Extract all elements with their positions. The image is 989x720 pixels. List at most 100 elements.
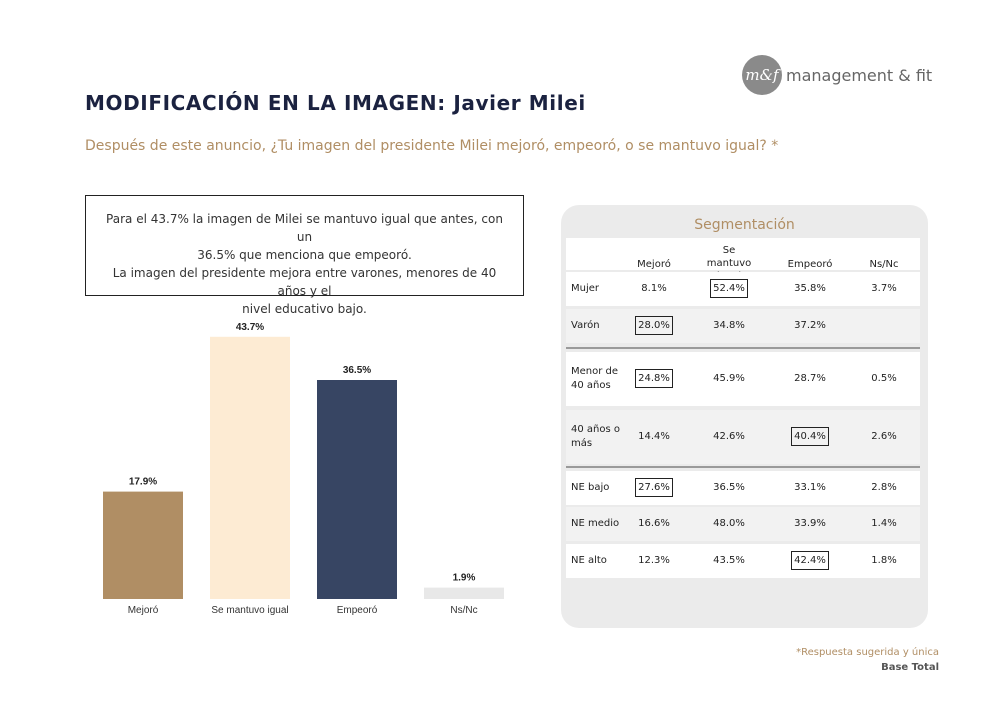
column-header: Empeoró [787,259,833,270]
table-cell: 33.9% [784,517,836,531]
bar-chart: 17.9% Mejoró 43.7% Se mantuvo igual 36.5% Emp… [103,322,504,616]
cell-value: 33.1% [794,482,826,493]
table-cell: 34.8% [703,319,755,333]
cell-value: 2.8% [871,482,897,493]
cell-value: 36.5% [713,482,745,493]
table-cell: 42.4% [784,551,836,570]
table-cell: 36.5% [703,481,755,495]
cell-value: 24.8% [635,369,673,388]
bar [424,587,504,599]
note-line: nivel educativo bajo. [242,302,367,316]
footnote: *Respuesta sugerida y única [796,647,939,658]
table-cell: 3.7% [858,282,910,296]
row-label: NE alto [571,555,607,566]
note-line: 36.5% que menciona que empeoró. [197,248,412,262]
cell-value: 33.9% [794,518,826,529]
table-cell: 24.8% [628,369,680,388]
table-cell: 2.8% [858,481,910,495]
table-cell: 1.4% [858,517,910,531]
group-divider [566,347,920,349]
group-divider [566,466,920,468]
bar-value-label: 17.9% [129,477,157,488]
table-cell: 28.7% [784,372,836,386]
cell-value: 8.1% [641,283,667,294]
column-header: Mejoró [637,259,671,270]
cell-value: 1.8% [871,555,897,566]
cell-value: 37.2% [794,320,826,331]
table-cell: 43.5% [703,554,755,568]
table-cell: 8.1% [628,282,680,296]
brand-name: management & fit [786,65,933,85]
cell-value: 40.4% [791,427,829,446]
row-label: Menor de 40 años [571,366,619,391]
cell-value: 28.7% [794,373,826,384]
summary-note: Para el 43.7% la imagen de Milei se mant… [85,195,524,316]
table-row [566,309,920,343]
cell-value: 3.7% [871,283,897,294]
table-cell: 42.6% [703,430,755,444]
row-label: Mujer [571,283,600,294]
table-row [566,272,920,306]
cell-value: 45.9% [713,373,745,384]
table-cell: 35.8% [784,282,836,296]
cell-value: 34.8% [713,320,745,331]
table-cell: 1.8% [858,554,910,568]
base-label: Base Total [881,662,939,673]
page-title: MODIFICACIÓN EN LA IMAGEN: Javier Milei [85,91,586,115]
note-line: Para el 43.7% la imagen de Milei se mant… [106,212,503,244]
cell-value: 0.5% [871,373,897,384]
table-cell: 12.3% [628,554,680,568]
table-cell: 28.0% [628,316,680,335]
row-label: NE bajo [571,482,610,493]
brand-logo: m&f management & fit [742,55,932,95]
row-label: NE medio [571,518,620,529]
table-row [566,507,920,541]
table-header-band [566,238,920,270]
table-row [566,410,920,464]
bar [210,336,290,599]
note-line: La imagen del presidente mejora entre va… [112,266,497,298]
cell-value: 16.6% [638,518,670,529]
table-cell: 33.1% [784,481,836,495]
cell-value: 35.8% [794,283,826,294]
cell-value: 42.4% [791,551,829,570]
category-label: Ns/Nc [450,605,477,616]
brand-badge: m&f [742,55,782,95]
table-row [566,471,920,505]
table-cell: 45.9% [703,372,755,386]
bar [317,380,397,599]
bar-value-label: 1.9% [453,573,476,584]
segmentation-title: Segmentación [694,217,795,233]
table-row [566,544,920,578]
cell-value: 12.3% [638,555,670,566]
cell-value: 52.4% [710,279,748,298]
cell-value: 14.4% [638,431,670,442]
cell-value: 1.4% [871,518,897,529]
cell-value: 43.5% [713,555,745,566]
table-cell: 40.4% [784,427,836,446]
row-label: 40 años o más [571,424,620,449]
table-cell: 27.6% [628,478,680,497]
table-cell: 14.4% [628,430,680,444]
cell-value: 28.0% [635,316,673,335]
question-subtitle: Después de este anuncio, ¿Tu imagen del … [85,138,779,154]
cell-value: 2.6% [871,431,897,442]
column-header: Ns/Nc [869,259,899,270]
category-label: Empeoró [337,605,378,616]
category-label: Mejoró [128,605,159,616]
bar [103,491,183,599]
row-label: Varón [571,320,600,331]
table-cell: 2.6% [858,430,910,444]
table-cell: 48.0% [703,517,755,531]
table-cell: 52.4% [703,279,755,298]
table-cell: 16.6% [628,517,680,531]
cell-value: 42.6% [713,431,745,442]
bar-value-label: 36.5% [343,365,371,376]
table-row [566,352,920,406]
table-cell: 37.2% [784,319,836,333]
category-label: Se mantuvo igual [211,605,288,616]
table-cell: 0.5% [858,372,910,386]
cell-value: 48.0% [713,518,745,529]
bar-value-label: 43.7% [236,322,264,333]
cell-value: 27.6% [635,478,673,497]
